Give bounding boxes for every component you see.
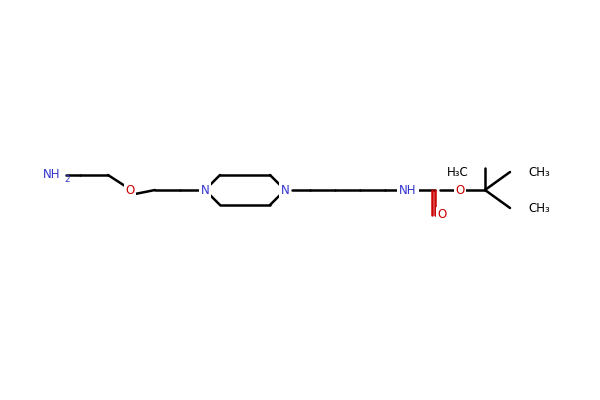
Text: NH: NH [43,168,61,182]
Text: N: N [200,184,209,196]
Text: NH: NH [399,184,417,196]
Text: 2: 2 [64,176,70,184]
Text: CH₃: CH₃ [528,202,550,214]
Text: H₃C: H₃C [447,166,469,178]
Text: CH₃: CH₃ [528,166,550,178]
Text: N: N [281,184,289,196]
Text: O: O [455,184,464,196]
Text: O: O [437,208,446,222]
Text: O: O [125,184,134,196]
